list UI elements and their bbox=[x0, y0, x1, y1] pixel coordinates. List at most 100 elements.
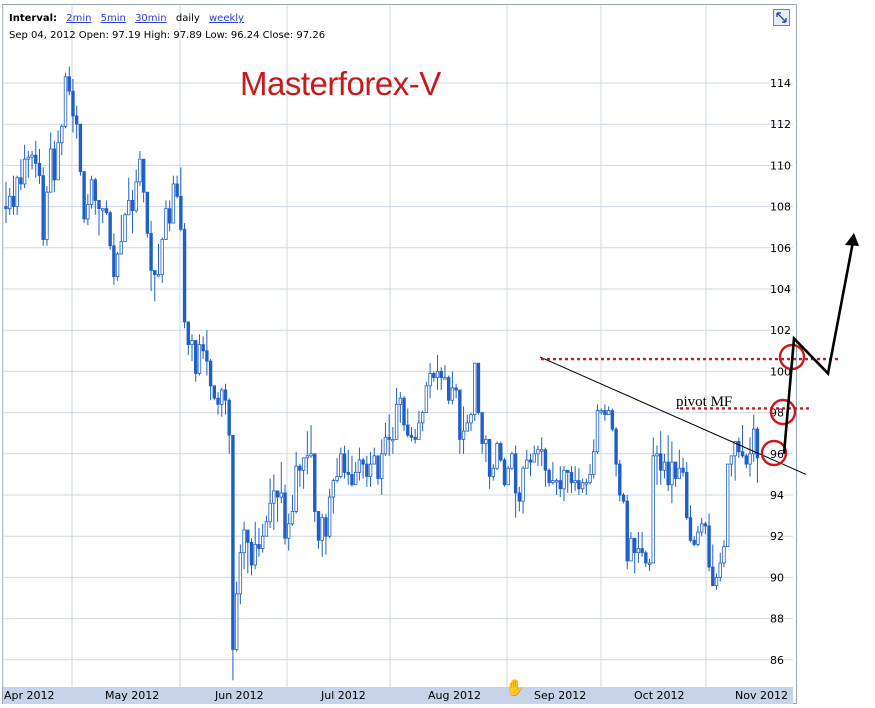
y-tick-label: 112 bbox=[770, 118, 791, 131]
candle bbox=[528, 453, 533, 477]
candle bbox=[391, 427, 395, 454]
candle bbox=[56, 130, 60, 181]
candle bbox=[97, 200, 101, 236]
candle bbox=[670, 441, 674, 504]
candle-body bbox=[740, 451, 745, 457]
candle bbox=[584, 478, 589, 495]
candle bbox=[406, 408, 410, 438]
candle-body bbox=[67, 76, 71, 92]
candle-body bbox=[335, 476, 339, 481]
interval-30min-link[interactable]: 30min bbox=[135, 13, 167, 24]
candle-body bbox=[685, 471, 689, 519]
y-tick-label: 108 bbox=[770, 201, 791, 214]
candle bbox=[681, 457, 685, 477]
candle bbox=[502, 457, 507, 487]
watermark-title: Masterforex-V bbox=[240, 65, 441, 102]
candle-body bbox=[331, 480, 336, 498]
candle bbox=[446, 375, 451, 405]
candle-body bbox=[320, 517, 324, 541]
candle bbox=[577, 468, 581, 495]
candle-body bbox=[167, 208, 172, 224]
candle bbox=[238, 544, 243, 605]
candle-body bbox=[729, 455, 734, 465]
candle bbox=[327, 488, 332, 539]
candle-body bbox=[156, 274, 161, 277]
candle bbox=[666, 435, 670, 491]
expand-chart-button[interactable] bbox=[773, 9, 790, 26]
candle bbox=[37, 148, 42, 184]
candle-body bbox=[554, 480, 559, 483]
candle bbox=[402, 396, 406, 432]
candle-body bbox=[428, 373, 432, 387]
candle-body bbox=[699, 523, 704, 533]
candle bbox=[149, 221, 153, 292]
candle-body bbox=[584, 482, 589, 485]
candle bbox=[324, 513, 328, 555]
x-tick-label: Nov 2012 bbox=[735, 689, 788, 702]
candle bbox=[253, 521, 257, 570]
candle-body bbox=[30, 154, 34, 158]
candle bbox=[651, 437, 655, 564]
candle-body bbox=[539, 449, 544, 452]
candle-body bbox=[264, 521, 269, 537]
candle bbox=[130, 190, 135, 234]
candle bbox=[744, 453, 748, 469]
candle-body bbox=[528, 459, 533, 463]
candle bbox=[547, 468, 551, 487]
candle bbox=[205, 330, 209, 376]
interval-2min-link[interactable]: 2min bbox=[66, 13, 92, 24]
candle-body bbox=[186, 321, 190, 346]
candle-body bbox=[56, 142, 60, 181]
candle bbox=[603, 404, 607, 421]
candle-body bbox=[625, 500, 629, 562]
candle-body bbox=[197, 344, 202, 374]
candle-body bbox=[443, 377, 447, 380]
candle bbox=[655, 445, 659, 485]
candle bbox=[621, 492, 626, 504]
candle bbox=[588, 464, 592, 485]
candle-body bbox=[153, 270, 157, 275]
candle bbox=[614, 427, 618, 477]
candle bbox=[339, 447, 343, 479]
candle bbox=[357, 447, 362, 481]
candle-body bbox=[275, 490, 280, 498]
candle-body bbox=[37, 162, 42, 177]
candle-body bbox=[491, 467, 496, 477]
candle-body bbox=[495, 443, 499, 469]
candle-body bbox=[201, 344, 205, 352]
candle-body bbox=[473, 362, 477, 416]
candle bbox=[82, 171, 86, 224]
candle bbox=[41, 167, 45, 246]
candle bbox=[718, 552, 722, 582]
candle-body bbox=[711, 566, 715, 587]
candle-body bbox=[644, 552, 648, 564]
candle-body bbox=[350, 473, 354, 486]
candle bbox=[361, 457, 365, 479]
candle bbox=[748, 437, 752, 477]
candle bbox=[725, 463, 730, 547]
candle bbox=[752, 414, 756, 463]
candle-body bbox=[688, 517, 693, 541]
candle bbox=[458, 389, 462, 454]
candle bbox=[164, 200, 168, 240]
candle-body bbox=[8, 195, 12, 210]
candle bbox=[179, 167, 183, 232]
candle bbox=[141, 158, 146, 203]
candle bbox=[8, 188, 12, 215]
interval-5min-link[interactable]: 5min bbox=[100, 13, 126, 24]
candle-body bbox=[632, 537, 637, 554]
y-tick-label: 92 bbox=[770, 530, 784, 543]
candle-body bbox=[305, 455, 310, 459]
x-axis-band bbox=[3, 687, 793, 704]
candle-body bbox=[48, 148, 53, 193]
candle-body bbox=[618, 463, 622, 496]
interval-weekly-link[interactable]: weekly bbox=[208, 13, 244, 24]
candle-body bbox=[424, 385, 429, 414]
candle bbox=[26, 150, 31, 178]
candle-body bbox=[655, 453, 659, 457]
candle bbox=[167, 200, 172, 232]
x-tick-label: Jul 2012 bbox=[320, 689, 366, 702]
candle bbox=[376, 455, 380, 485]
candle-body bbox=[383, 436, 388, 455]
candle bbox=[662, 453, 667, 479]
